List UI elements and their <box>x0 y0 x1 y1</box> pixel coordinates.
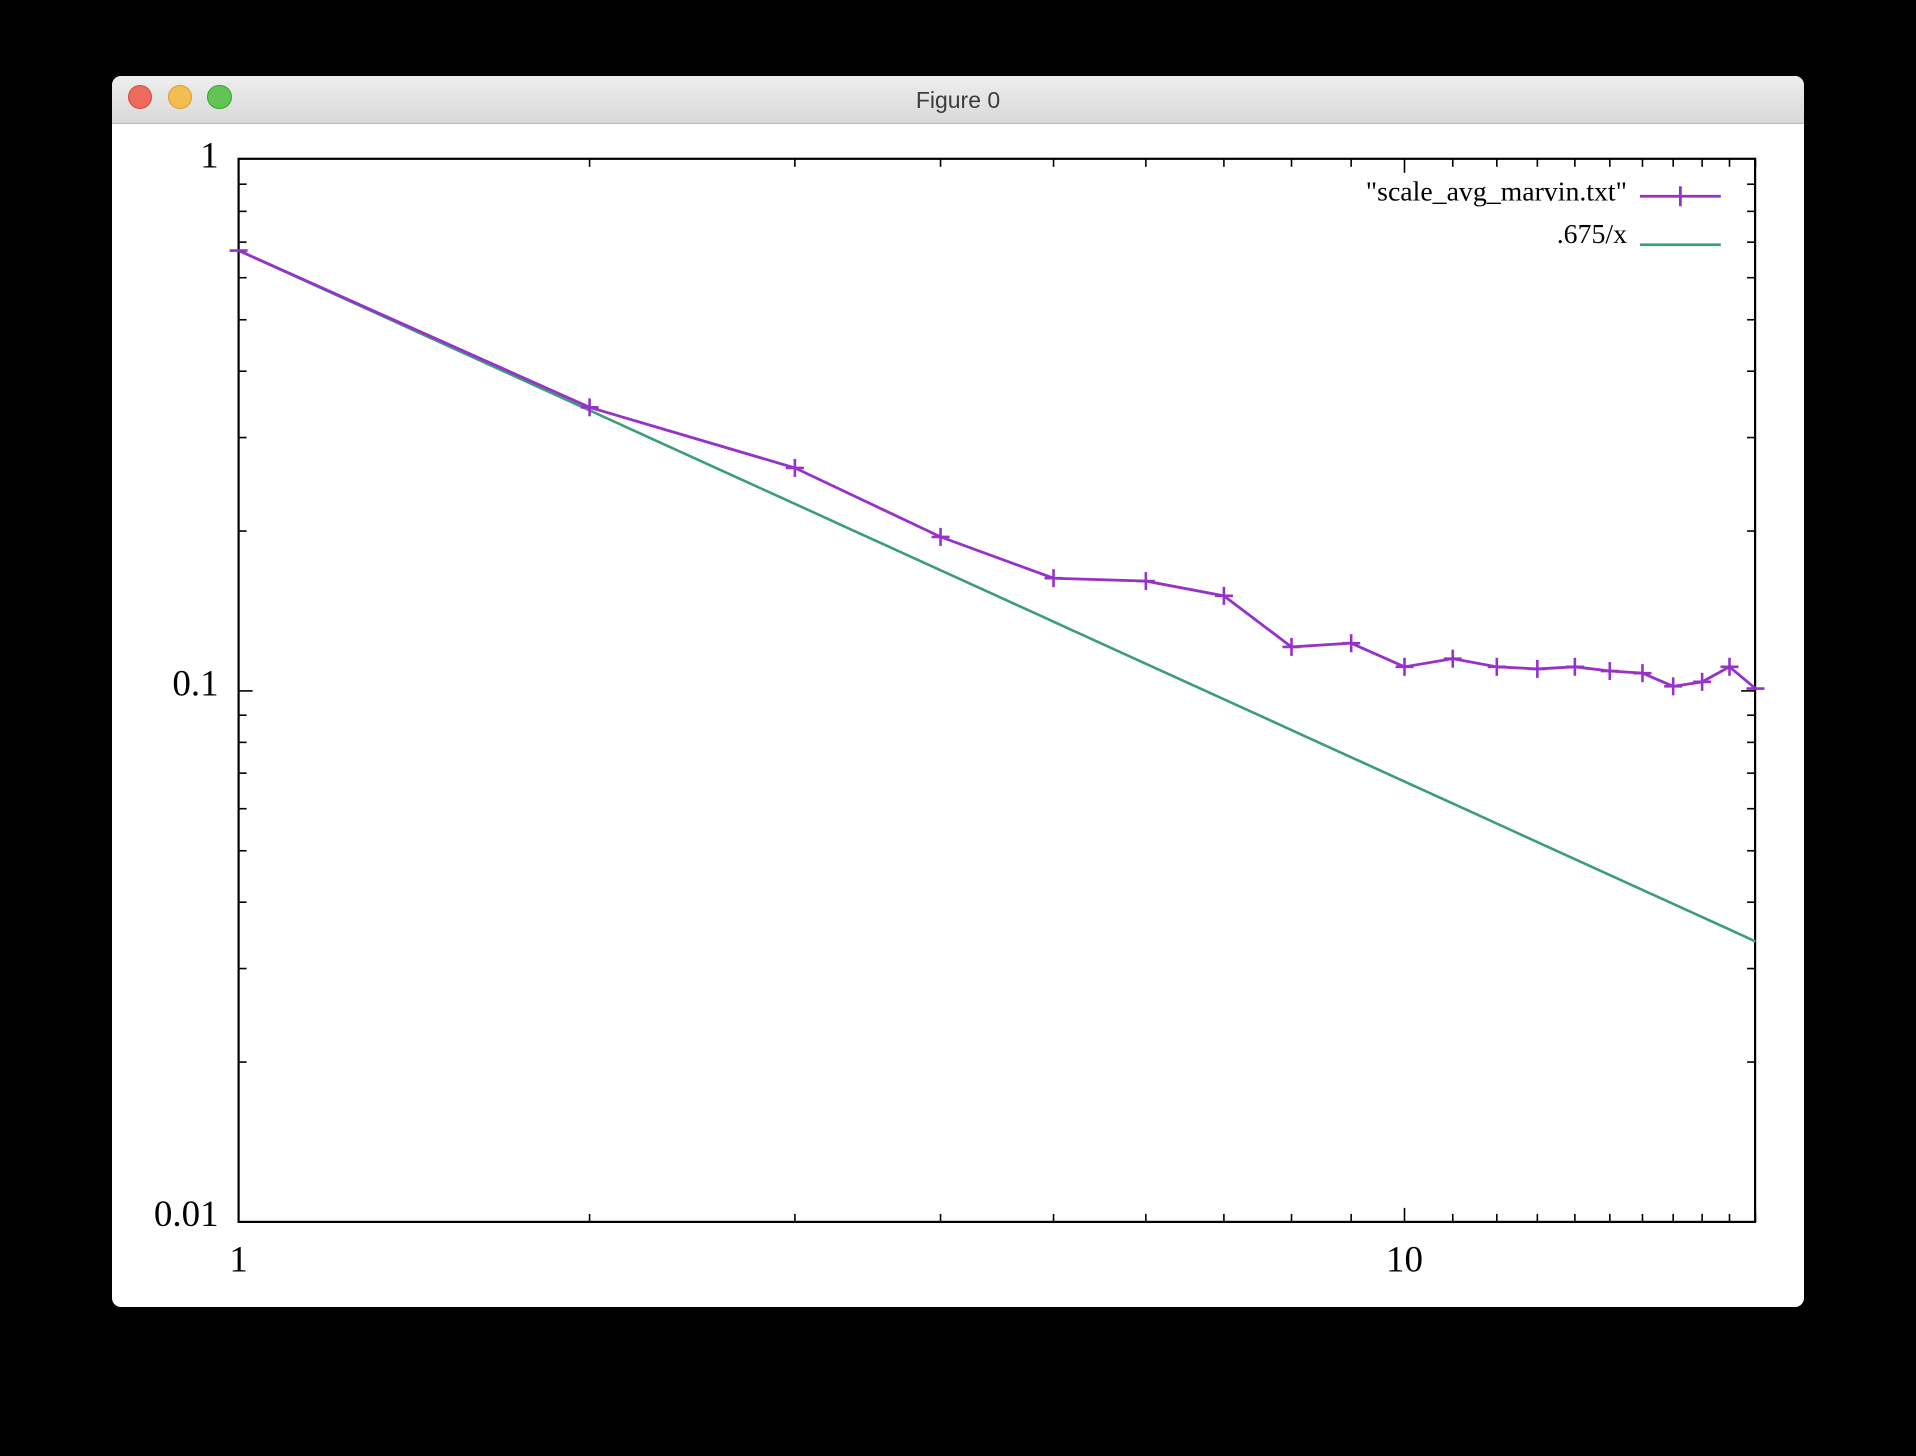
svg-text:1: 1 <box>229 1239 248 1280</box>
svg-text:"scale_avg_marvin.txt": "scale_avg_marvin.txt" <box>1366 176 1627 207</box>
svg-text:0.1: 0.1 <box>172 664 218 705</box>
svg-text:0.01: 0.01 <box>154 1194 219 1235</box>
svg-text:1: 1 <box>200 136 219 177</box>
svg-text:10: 10 <box>1386 1239 1423 1280</box>
svg-text:.675/x: .675/x <box>1557 219 1627 250</box>
